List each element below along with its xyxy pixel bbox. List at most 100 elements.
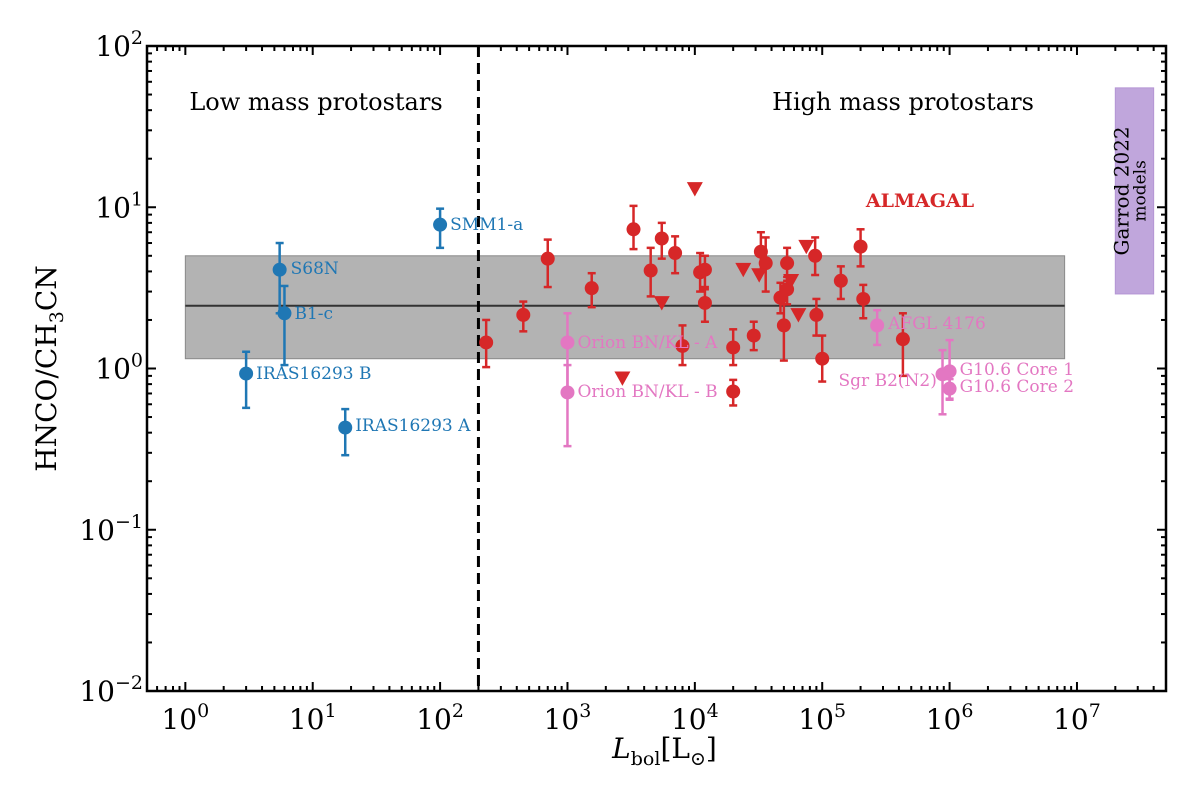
data-point xyxy=(815,351,830,366)
data-point xyxy=(239,366,254,381)
point-label: B1-c xyxy=(294,304,333,324)
data-point xyxy=(516,307,531,322)
point-label: SMM1-a xyxy=(450,215,523,235)
text-span: 3 xyxy=(46,311,68,323)
data-point xyxy=(277,306,292,321)
high-mass-label: High mass protostars xyxy=(772,88,1034,116)
text-span: −1 xyxy=(115,511,143,533)
text-span: 4 xyxy=(707,700,719,722)
data-point xyxy=(870,318,885,333)
data-point xyxy=(808,248,823,263)
x-tick-label: 105 xyxy=(798,700,846,736)
data-point xyxy=(833,273,848,288)
data-point xyxy=(895,332,910,347)
data-point xyxy=(584,281,599,296)
text-span: 10 xyxy=(1053,703,1089,736)
text-span: ] xyxy=(706,732,717,765)
upper-limit-marker xyxy=(686,182,703,197)
data-point xyxy=(675,338,690,353)
upper-limit-marker xyxy=(653,296,670,311)
data-point xyxy=(758,256,773,271)
x-tick-label: 107 xyxy=(1053,700,1101,736)
x-tick-label: 100 xyxy=(161,700,209,736)
x-tick-label: 104 xyxy=(671,700,719,736)
point-label: AFGL 4176 xyxy=(887,314,986,334)
data-point xyxy=(433,217,448,232)
text-span: [L xyxy=(660,732,690,765)
upper-limit-marker xyxy=(790,308,807,323)
data-point xyxy=(942,364,957,379)
garrod-models-label: Garrod 2022models xyxy=(1109,126,1150,255)
data-point xyxy=(668,246,683,261)
data-point xyxy=(560,385,575,400)
text-span: 10 xyxy=(95,30,131,63)
garrod-models-layer: Garrod 2022models xyxy=(1109,87,1155,295)
data-point xyxy=(697,262,712,277)
data-point xyxy=(753,244,768,259)
text-span: ⊙ xyxy=(690,748,706,770)
text-span: 10 xyxy=(161,703,197,736)
text-span: CN xyxy=(30,265,63,311)
point-label: Sgr B2(N2) xyxy=(839,371,937,391)
y-tick-label: 101 xyxy=(95,188,143,224)
text-span: 5 xyxy=(834,700,846,722)
text-span: bol xyxy=(631,748,661,770)
point-label: Orion BN/KL - A xyxy=(577,333,718,353)
text-span: 10 xyxy=(79,675,115,708)
text-span: 10 xyxy=(416,703,452,736)
upper-limit-marker xyxy=(798,239,815,255)
text-span: 10 xyxy=(671,703,707,736)
text-span: 6 xyxy=(961,700,973,722)
text-span: L xyxy=(611,732,631,765)
data-point xyxy=(654,231,669,246)
data-point xyxy=(746,328,761,343)
point-label: G10.6 Core 1 xyxy=(960,360,1074,380)
text-span: 10 xyxy=(79,514,115,547)
x-tick-label: 103 xyxy=(544,700,592,736)
shaded-band xyxy=(184,255,1066,360)
x-tick-label: 102 xyxy=(416,700,464,736)
data-point xyxy=(853,239,868,254)
text-span: 10 xyxy=(544,703,580,736)
point-label: IRAS16293 A xyxy=(355,416,471,436)
upper-limit-marker xyxy=(614,371,631,386)
garrod-models-bar xyxy=(1114,87,1155,295)
text-span: 10 xyxy=(95,353,131,386)
data-point xyxy=(780,256,795,271)
point-labels-layer: SMM1-a S68N B1-c IRAS16293 B IRAS16293 A Orio… xyxy=(256,215,1074,436)
upper-limit-marker xyxy=(783,273,800,289)
data-point xyxy=(643,263,658,278)
text-span: 10 xyxy=(798,703,834,736)
data-point xyxy=(726,340,741,355)
data-point xyxy=(560,335,575,350)
text-span: 10 xyxy=(926,703,962,736)
data-point xyxy=(942,381,957,396)
text-span: 0 xyxy=(197,700,209,722)
point-label: Orion BN/KL - B xyxy=(577,382,717,402)
text-span: 1 xyxy=(131,188,143,210)
text-span: 10 xyxy=(95,191,131,224)
text-span: 2 xyxy=(452,700,464,722)
text-span: Garrod 2022 xyxy=(1109,126,1133,255)
data-point xyxy=(540,251,555,266)
almagal-label: ALMAGAL xyxy=(865,190,974,212)
text-span: 7 xyxy=(1089,700,1101,722)
text-span: 1 xyxy=(324,700,336,722)
text-layer: ALMAGAL Low mass protostars High mass prot… xyxy=(30,88,1034,770)
x-axis-label: Lbol[L⊙] xyxy=(611,732,717,770)
text-span: HNCO/CH xyxy=(30,323,63,472)
y-axis-label: HNCO/CH3CN xyxy=(30,265,68,472)
text-span: 2 xyxy=(131,27,143,49)
text-span: models xyxy=(1130,160,1150,221)
x-tick-label: 106 xyxy=(926,700,974,736)
text-span: −2 xyxy=(115,672,143,694)
y-tick-label: 102 xyxy=(95,27,143,63)
y-tick-label: 10−1 xyxy=(79,511,143,547)
y-tick-label: 100 xyxy=(95,350,143,386)
points-layer xyxy=(239,182,957,457)
data-point xyxy=(479,335,494,350)
point-label: IRAS16293 B xyxy=(256,364,371,384)
text-span: 3 xyxy=(579,700,591,722)
low-mass-label: Low mass protostars xyxy=(189,88,442,116)
